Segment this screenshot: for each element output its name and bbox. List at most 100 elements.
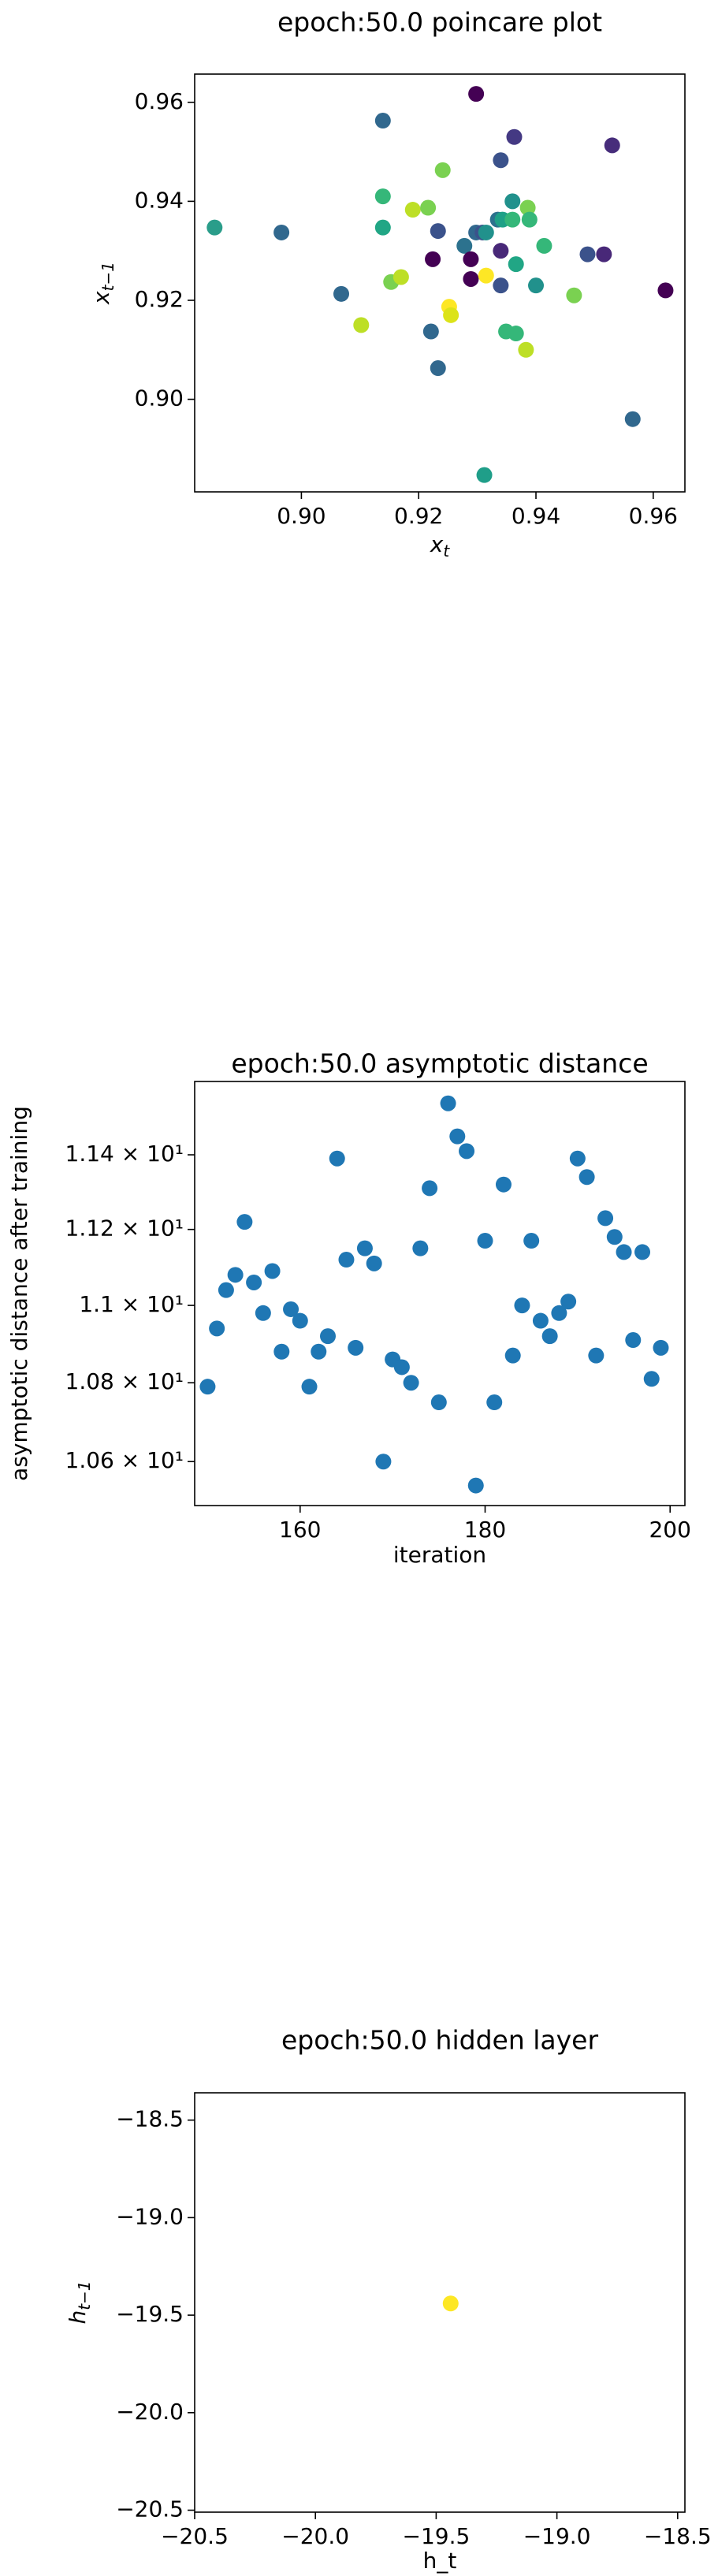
point [493, 152, 509, 169]
x-tick-label: 0.90 [277, 503, 326, 529]
point [218, 1282, 234, 1298]
point [206, 219, 223, 236]
point [578, 1169, 595, 1186]
point [616, 1244, 632, 1260]
x-tick-label: 0.94 [512, 503, 560, 529]
point [356, 1240, 373, 1256]
y-tick-label: −19.5 [116, 2301, 184, 2327]
x-tick-label: −19.5 [402, 2523, 470, 2549]
x-axis-label: h_t [423, 2548, 457, 2574]
point [596, 246, 612, 262]
point [430, 223, 446, 240]
point [624, 411, 641, 427]
point [329, 1150, 345, 1167]
point [476, 467, 493, 483]
point [246, 1274, 262, 1290]
point [374, 188, 391, 205]
point [403, 1375, 419, 1391]
point [375, 1454, 392, 1470]
chart: epoch:50.0 hidden layer −20.5 −20.0 −19.5 −1… [65, 2025, 712, 2574]
point [273, 224, 290, 240]
point [463, 270, 479, 287]
point [422, 1180, 438, 1197]
point [283, 1301, 299, 1317]
point [366, 1255, 382, 1271]
point [227, 1267, 244, 1283]
point [292, 1312, 308, 1329]
y-tick-label: −20.0 [116, 2399, 184, 2425]
y-axis-label: ht−1 [65, 2280, 94, 2324]
y-tick-label: 0.92 [135, 286, 184, 312]
point [420, 199, 437, 216]
chart-title: epoch:50.0 poincare plot [277, 7, 602, 38]
point [459, 1143, 475, 1160]
point [467, 1477, 484, 1494]
point [478, 224, 494, 240]
chart-title: epoch:50.0 hidden layer [281, 2025, 598, 2056]
point [319, 1328, 336, 1345]
point [430, 360, 446, 377]
y-tick-label: 1.12 × 10¹ [65, 1215, 184, 1241]
point [404, 202, 421, 218]
point [456, 237, 473, 254]
point [604, 137, 620, 154]
point [393, 1359, 410, 1375]
point [412, 1240, 429, 1256]
point [209, 1320, 225, 1337]
point [199, 1379, 216, 1395]
point [273, 1343, 290, 1360]
point [508, 256, 524, 273]
point [422, 323, 439, 340]
chart-title: epoch:50.0 asymptotic distance [231, 1048, 648, 1079]
point [333, 285, 350, 302]
y-axis-label-base: x [88, 291, 114, 305]
point [657, 282, 674, 299]
x-tick-label: 160 [279, 1517, 321, 1543]
point [430, 1394, 447, 1411]
point [523, 1233, 540, 1249]
point [442, 2295, 459, 2312]
x-tick-label: 180 [464, 1517, 506, 1543]
y-axis-label: xt−1 [88, 262, 117, 305]
y-tick-label: 0.96 [135, 88, 184, 114]
chart: epoch:50.0 asymptotic distance 160 180 200 1… [6, 1048, 691, 1569]
plot-frame [194, 1081, 686, 1506]
point [551, 1305, 567, 1321]
point [493, 277, 509, 294]
point [392, 269, 409, 285]
y-axis-label: asymptotic distance after training [6, 1106, 32, 1481]
x-axis-label-base: x [430, 531, 444, 557]
point [606, 1229, 623, 1245]
point [338, 1252, 355, 1268]
y-tick-label: 0.90 [135, 385, 184, 411]
point [532, 1312, 549, 1329]
point [449, 1128, 466, 1145]
x-tick-label: 200 [649, 1517, 690, 1543]
point [566, 287, 582, 303]
plot-frame [194, 2092, 686, 2513]
y-tick-label: −19.0 [116, 2203, 184, 2229]
point [514, 1297, 530, 1314]
point [486, 1394, 503, 1411]
point [536, 237, 552, 254]
x-tick-label: −20.5 [161, 2523, 229, 2549]
y-tick-label: 1.06 × 10¹ [65, 1447, 184, 1473]
point [301, 1379, 318, 1395]
point [521, 211, 538, 228]
point [506, 128, 523, 145]
chart: epoch:50.0 poincare plot 0.90 0.92 0.94 0.96… [88, 7, 686, 560]
point [236, 1214, 253, 1230]
x-tick-label: 0.96 [629, 503, 678, 529]
point [625, 1332, 642, 1349]
point [579, 246, 596, 262]
point [478, 267, 494, 284]
x-axis-label-sub: t [443, 542, 450, 560]
point [508, 326, 524, 342]
y-tick-label: 1.08 × 10¹ [65, 1368, 184, 1394]
point [443, 307, 459, 323]
point [374, 113, 391, 129]
x-axis-label: xt [430, 531, 451, 560]
point [425, 251, 441, 267]
point [493, 243, 509, 259]
